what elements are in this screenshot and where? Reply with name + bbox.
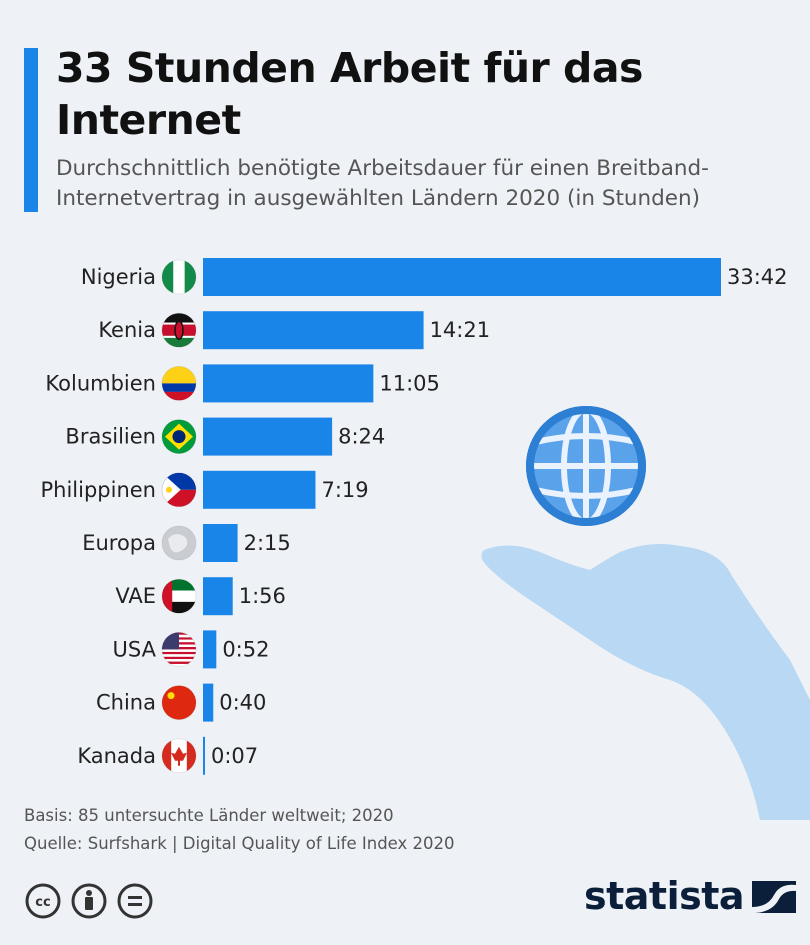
value-label: 1:56 [239,584,286,608]
uae-flag-icon [161,578,197,614]
footer-source: Quelle: Surfshark | Digital Quality of L… [24,834,455,853]
bar [203,417,333,456]
philippines-flag-icon [161,472,197,508]
value-label: 0:07 [211,744,258,768]
category-label: China [96,691,156,715]
category-label: VAE [115,584,156,608]
value-label: 11:05 [379,371,440,395]
bar [203,258,721,296]
footer-basis: Basis: 85 untersuchte Länder weltweit; 2… [24,806,394,825]
bar [203,364,374,403]
category-label: Kolumbien [45,371,156,395]
bar [203,736,205,775]
by-icon[interactable] [70,882,108,920]
nigeria-flag-icon [161,259,197,295]
value-label: 8:24 [338,425,385,449]
category-label: Philippinen [40,478,156,502]
globe-hand-illustration [481,406,810,820]
bar [203,311,424,350]
page-title: 33 Stunden Arbeit für das Internet [56,44,643,144]
category-label: Europa [82,531,156,555]
globe-icon [526,406,646,526]
colombia-flag-icon [161,365,197,401]
canada-flag-icon [161,738,197,774]
hand-illustration [481,544,810,820]
europe-globe-icon [161,525,197,561]
usa-flag-icon [161,631,197,667]
category-label: Brasilien [65,425,156,449]
statista-brand[interactable]: statista [584,874,797,918]
brand-name: statista [584,874,745,918]
chart-footer: Basis: 85 untersuchte Länder weltweit; 2… [24,802,455,858]
category-label: USA [113,637,157,661]
nd-icon[interactable] [116,882,154,920]
category-label: Nigeria [81,265,156,289]
license-icons: cc [24,882,154,920]
svg-text:cc: cc [35,895,50,910]
china-flag-icon [161,685,197,721]
value-label: 2:15 [244,531,291,555]
bar [203,630,217,669]
value-label: 0:52 [222,637,269,661]
category-label: Kenia [98,318,156,342]
brazil-flag-icon [161,419,197,455]
bar [203,683,214,722]
value-label: 7:19 [321,478,368,502]
bar [203,577,233,616]
page-subtitle: Durchschnittlich benötigte Arbeitsdauer … [56,156,709,211]
bar [203,470,316,509]
title-accent-bar [24,48,38,212]
value-label: 0:40 [219,691,266,715]
bar [203,524,238,562]
statista-logo-icon [752,881,797,913]
bar-chart: Nigeria 33:42 Kenia 14:21 Kolumbien 11:05 Bras… [40,258,788,775]
category-label: Kanada [77,744,156,768]
kenya-flag-icon [161,312,197,348]
cc-icon[interactable]: cc [24,882,62,920]
value-label: 14:21 [430,318,491,342]
value-label: 33:42 [727,265,788,289]
